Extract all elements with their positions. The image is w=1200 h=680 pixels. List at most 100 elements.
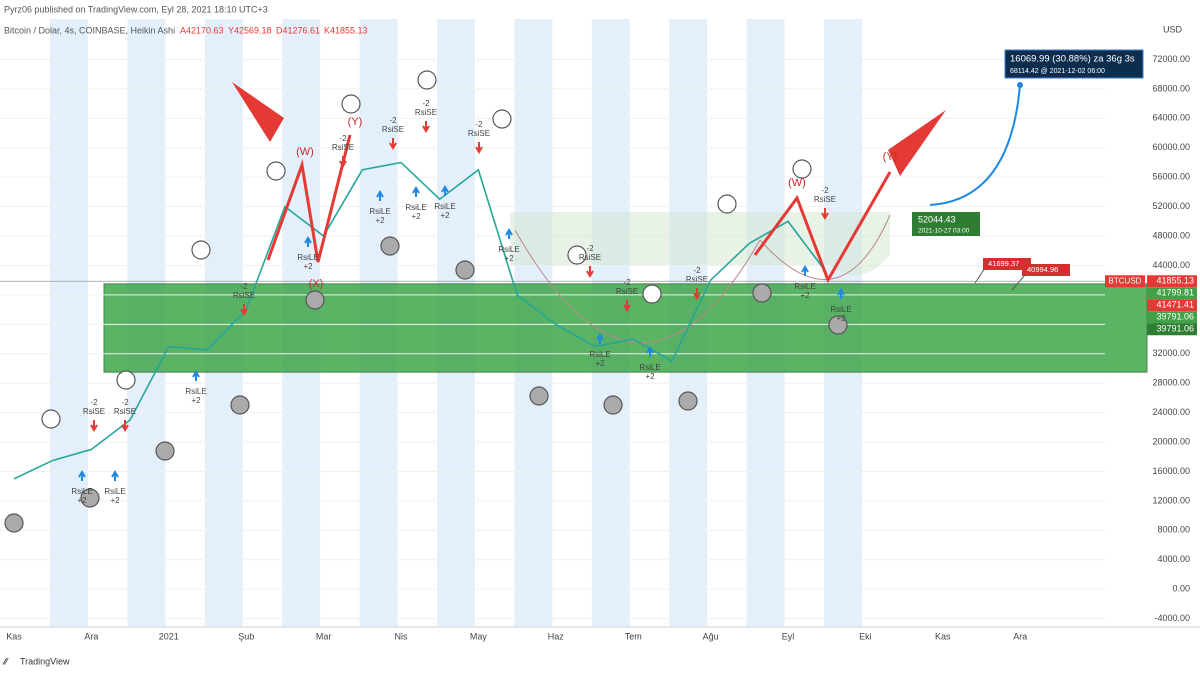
signal-label: RsiSE xyxy=(686,275,708,284)
signal-size: +2 xyxy=(375,216,385,225)
y-tick-label: 72000.00 xyxy=(1152,54,1190,64)
wave-line xyxy=(266,134,352,263)
circle xyxy=(41,409,61,429)
x-tick-label: Eyl xyxy=(782,631,795,641)
ohlc-low: D41276.61 xyxy=(276,25,320,35)
circle xyxy=(642,284,662,304)
footer-logo: ⁄∕ xyxy=(2,656,10,666)
signal-label: RsiLE xyxy=(794,282,815,291)
signal-size: +2 xyxy=(440,211,450,220)
price-label: 39791.06 xyxy=(1156,324,1194,334)
signal-arrow xyxy=(192,370,200,381)
signal-size: +2 xyxy=(191,396,201,405)
y-tick-label: 32000.00 xyxy=(1152,348,1190,358)
signal-size: -2 xyxy=(121,398,129,407)
price-label: 41855.13 xyxy=(1156,276,1194,286)
signal-size: -2 xyxy=(90,398,98,407)
signal-arrow xyxy=(475,142,483,154)
signal-arrow xyxy=(505,228,513,239)
circle xyxy=(4,513,24,533)
x-tick-label: May xyxy=(470,631,488,641)
signal-arrow xyxy=(441,185,449,196)
alert-text: 40994.96 xyxy=(1027,265,1058,274)
stripe xyxy=(50,19,88,626)
symbol: Bitcoin / Dolar, 4s, COINBASE, Heikin As… xyxy=(4,25,175,35)
signal-size: +2 xyxy=(303,262,313,271)
cup-curve xyxy=(759,214,891,280)
signal-size: +2 xyxy=(77,496,87,505)
signal-arrow xyxy=(422,121,430,133)
signal-label: RsiSE xyxy=(83,407,105,416)
y-tick-label: 0.00 xyxy=(1172,584,1190,594)
symbol-label: BTCUSD xyxy=(1109,276,1142,285)
signal-arrow xyxy=(623,300,631,312)
alert-line xyxy=(1011,274,1026,291)
wave-line xyxy=(753,171,892,284)
signal-label: RsiLE xyxy=(434,202,455,211)
circles xyxy=(4,236,848,533)
circle xyxy=(492,109,512,129)
circle xyxy=(155,441,175,461)
cup-shade xyxy=(510,212,890,276)
target-text: 16069.99 (30.88%) za 36g 3s xyxy=(1010,54,1135,65)
y-tick-label: 56000.00 xyxy=(1152,172,1190,182)
circle xyxy=(230,395,250,415)
target-sub: 68114.42 @ 2021-12-02 06:00 xyxy=(1010,68,1105,75)
signal-arrow xyxy=(376,190,384,201)
signal-arrow xyxy=(586,266,594,278)
x-tick-label: 2021 xyxy=(159,631,179,641)
start-box xyxy=(912,212,980,236)
signal-label: RsiLE xyxy=(405,203,426,212)
signal-size: -2 xyxy=(339,134,347,143)
price-label-box xyxy=(1147,311,1197,324)
publisher: Pyrz06 published on TradingView.com, Eyl… xyxy=(4,4,268,14)
signal-size: -2 xyxy=(693,266,701,275)
signal-label: RsiSE xyxy=(468,129,490,138)
projection-point xyxy=(1017,82,1023,88)
signal-arrow xyxy=(90,420,98,432)
y-tick-label: 28000.00 xyxy=(1152,378,1190,388)
signal-label: RsiSE xyxy=(814,195,836,204)
circle xyxy=(341,94,361,114)
price-label: 39791.06 xyxy=(1156,312,1194,322)
signal-size: +2 xyxy=(645,372,655,381)
x-tick-label: Eki xyxy=(859,631,872,641)
signal-label: RsiSE xyxy=(616,287,638,296)
grid xyxy=(0,58,1105,620)
price-label-box xyxy=(1147,323,1197,336)
zone xyxy=(103,283,1148,373)
x-tick-label: Ağu xyxy=(703,631,719,641)
circle xyxy=(678,391,698,411)
circle xyxy=(717,194,737,214)
price-label-box xyxy=(1147,299,1197,312)
signal-label: RsiSE xyxy=(579,253,601,262)
pointer-arrow xyxy=(888,110,946,176)
wave-label: (X) xyxy=(309,278,324,290)
circle xyxy=(417,70,437,90)
ohlc-open: A42170.63 xyxy=(180,25,224,35)
x-tick-label: Tem xyxy=(625,631,642,641)
y-tick-label: 60000.00 xyxy=(1152,142,1190,152)
signal-label: RsiLE xyxy=(498,245,519,254)
signal-label: RsiLE xyxy=(71,487,92,496)
signal-label: RsiSE xyxy=(233,291,255,300)
projection-curve xyxy=(929,84,1021,206)
signal-size: +2 xyxy=(110,496,120,505)
x-tick-label: Haz xyxy=(548,631,565,641)
y-tick-label: 52000.00 xyxy=(1152,201,1190,211)
signal-arrow xyxy=(121,420,129,432)
circle xyxy=(752,283,772,303)
y-tick-label: 48000.00 xyxy=(1152,230,1190,240)
y-tick-label: 68000.00 xyxy=(1152,83,1190,93)
alert-box xyxy=(1022,264,1070,276)
signal-label: RsiSE xyxy=(332,143,354,152)
circle xyxy=(828,315,848,335)
circle xyxy=(305,290,325,310)
y-tick-label: 24000.00 xyxy=(1152,407,1190,417)
signal-arrow xyxy=(837,288,845,299)
signal-size: -2 xyxy=(475,120,483,129)
circle xyxy=(266,161,286,181)
circle xyxy=(455,260,475,280)
ohlc-close: K41855.13 xyxy=(324,25,368,35)
